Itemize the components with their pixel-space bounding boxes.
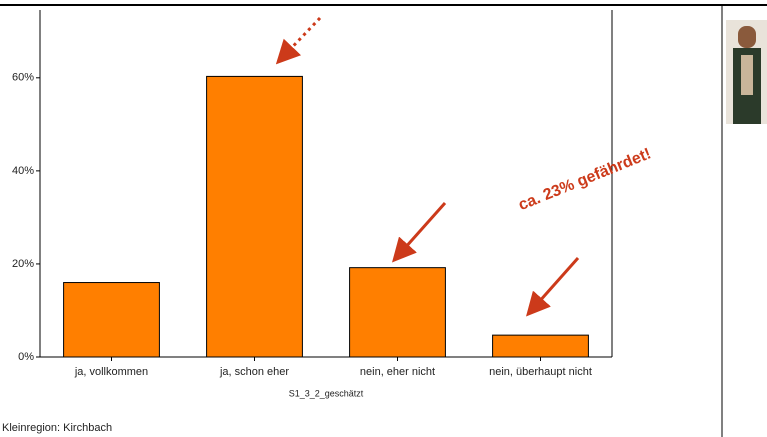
x-axis-label: S1_3_2_geschätzt: [289, 388, 364, 398]
footer: Kleinregion: Kirchbach: [2, 422, 112, 434]
x-tick-label: nein, eher nicht: [360, 366, 435, 378]
x-tick-label: nein, überhaupt nicht: [489, 366, 592, 378]
x-tick-label: ja, schon eher: [219, 366, 289, 378]
x-tick-label: ja, vollkommen: [74, 366, 148, 378]
photo: [726, 20, 767, 124]
y-tick-label: 60%: [12, 72, 34, 84]
bar: [63, 282, 160, 358]
bar: [349, 267, 446, 358]
bar: [492, 334, 589, 358]
y-tick-label: 40%: [12, 165, 34, 177]
bar: [206, 75, 303, 358]
y-tick-label: 20%: [12, 258, 34, 270]
arrows: [275, 16, 580, 317]
y-tick-label: 0%: [18, 351, 34, 363]
